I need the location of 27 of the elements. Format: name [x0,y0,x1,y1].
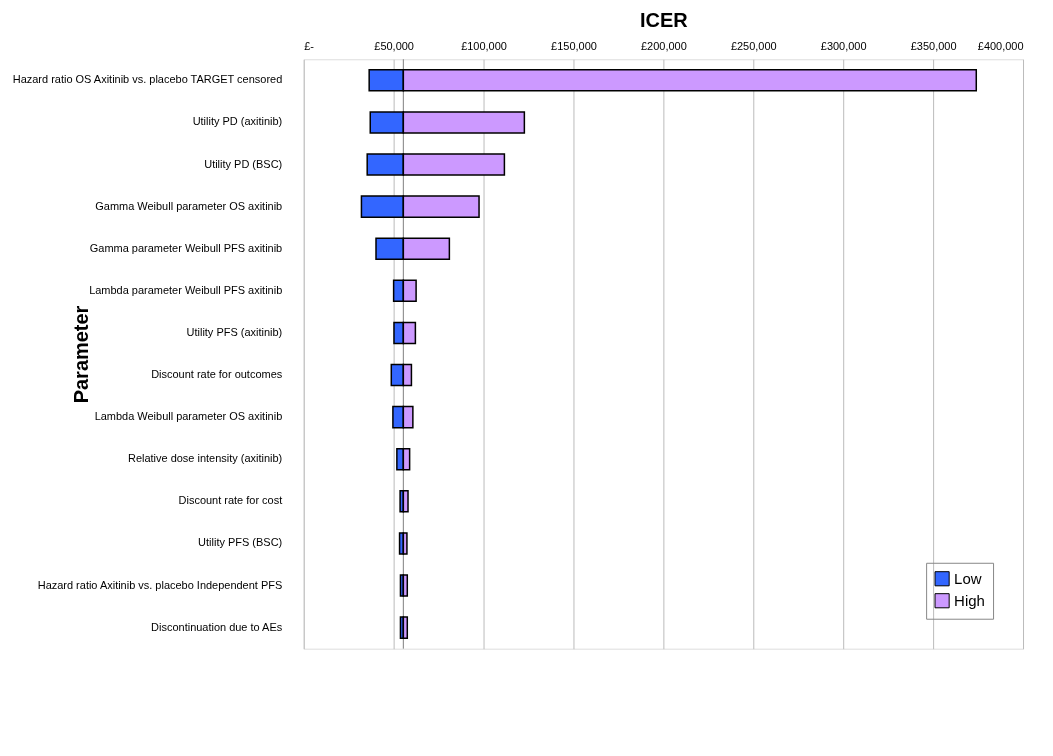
x-tick-label: £150,000 [551,39,597,52]
y-tick-label: Lambda parameter Weibull PFS axitinib [89,283,283,296]
legend-label: Low [954,569,982,587]
y-tick-label: Hazard ratio Axitinib vs. placebo Independent PFS [37,578,283,591]
y-tick-label: Utility PD (BSC) [204,157,283,170]
y-tick-label: Utility PD (axitinib) [192,115,283,128]
y-axis-title: Parameter [70,305,93,404]
y-tick-label: Lambda Weibull parameter OS axitinib [94,410,283,423]
y-tick-label: Utility PFS (BSC) [198,536,283,549]
x-tick-label: £400,000 [977,39,1024,52]
x-tick-label: £50,000 [374,39,414,52]
x-tick-label: £- [304,39,315,52]
legend-label: High [954,591,985,609]
x-tick-label: £200,000 [640,39,687,52]
y-tick-label: Gamma Weibull parameter OS axitinib [95,199,283,212]
x-tick-label: £100,000 [461,39,507,52]
y-tick-label: Gamma parameter Weibull PFS axitinib [89,241,283,254]
x-tick-label: £250,000 [730,39,777,52]
y-tick-label: Hazard ratio OS Axitinib vs. placebo TARGET censored [12,73,283,86]
y-tick-label: Utility PFS (axitinib) [186,325,283,338]
y-tick-label: Discount rate for outcomes [151,368,283,381]
x-tick-label: £350,000 [910,39,957,52]
x-axis-title: ICER [640,8,689,31]
x-tick-label: £300,000 [820,39,867,52]
y-tick-label: Relative dose intensity (axitinib) [127,452,283,465]
y-tick-label: Discontinuation due to AEs [151,620,283,633]
y-tick-label: Discount rate for cost [178,494,283,507]
